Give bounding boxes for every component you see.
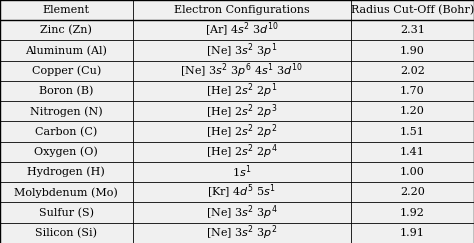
Text: Silicon (Si): Silicon (Si) xyxy=(36,228,97,238)
Text: [Ne] 3$s^2$ 3$p^2$: [Ne] 3$s^2$ 3$p^2$ xyxy=(206,224,277,242)
Text: 1$s^1$: 1$s^1$ xyxy=(232,164,252,180)
Text: [He] 2$s^2$ 2$p^2$: [He] 2$s^2$ 2$p^2$ xyxy=(206,122,277,141)
Text: [He] 2$s^2$ 2$p^4$: [He] 2$s^2$ 2$p^4$ xyxy=(206,143,278,161)
Text: Electron Configurations: Electron Configurations xyxy=(174,5,310,15)
Text: Molybdenum (Mo): Molybdenum (Mo) xyxy=(15,187,118,198)
Text: [Ne] 3$s^2$ 3$p^1$: [Ne] 3$s^2$ 3$p^1$ xyxy=(206,41,277,60)
Text: 2.20: 2.20 xyxy=(400,187,425,197)
Text: Hydrogen (H): Hydrogen (H) xyxy=(27,167,105,177)
Text: 1.20: 1.20 xyxy=(400,106,425,116)
Text: 1.92: 1.92 xyxy=(400,208,425,218)
Text: [Kr] 4$d^5$ 5$s^1$: [Kr] 4$d^5$ 5$s^1$ xyxy=(207,183,276,201)
Text: Radius Cut-Off (Bohr): Radius Cut-Off (Bohr) xyxy=(351,5,474,15)
Text: [Ar] 4$s^2$ 3$d^{10}$: [Ar] 4$s^2$ 3$d^{10}$ xyxy=(205,21,279,39)
Text: [He] 2$s^2$ 2$p^3$: [He] 2$s^2$ 2$p^3$ xyxy=(206,102,277,121)
Text: Zinc (Zn): Zinc (Zn) xyxy=(40,25,92,35)
Text: 1.91: 1.91 xyxy=(400,228,425,238)
Text: Element: Element xyxy=(43,5,90,15)
Text: Oxygen (O): Oxygen (O) xyxy=(35,147,98,157)
Text: [Ne] 3$s^2$ 3$p^6$ 4$s^1$ 3$d^{10}$: [Ne] 3$s^2$ 3$p^6$ 4$s^1$ 3$d^{10}$ xyxy=(181,61,303,80)
Text: [Ne] 3$s^2$ 3$p^4$: [Ne] 3$s^2$ 3$p^4$ xyxy=(206,203,278,222)
Text: 2.02: 2.02 xyxy=(400,66,425,76)
Text: 1.70: 1.70 xyxy=(400,86,425,96)
Text: 1.90: 1.90 xyxy=(400,46,425,56)
Text: 1.00: 1.00 xyxy=(400,167,425,177)
Text: Sulfur (S): Sulfur (S) xyxy=(39,208,94,218)
Text: Nitrogen (N): Nitrogen (N) xyxy=(30,106,103,117)
Text: 1.51: 1.51 xyxy=(400,127,425,137)
Text: Aluminum (Al): Aluminum (Al) xyxy=(26,45,107,56)
Text: Boron (B): Boron (B) xyxy=(39,86,93,96)
Text: Carbon (C): Carbon (C) xyxy=(35,126,98,137)
Text: 1.41: 1.41 xyxy=(400,147,425,157)
Text: Copper (Cu): Copper (Cu) xyxy=(32,66,101,76)
Text: 2.31: 2.31 xyxy=(400,25,425,35)
Text: [He] 2$s^2$ 2$p^1$: [He] 2$s^2$ 2$p^1$ xyxy=(206,82,277,100)
